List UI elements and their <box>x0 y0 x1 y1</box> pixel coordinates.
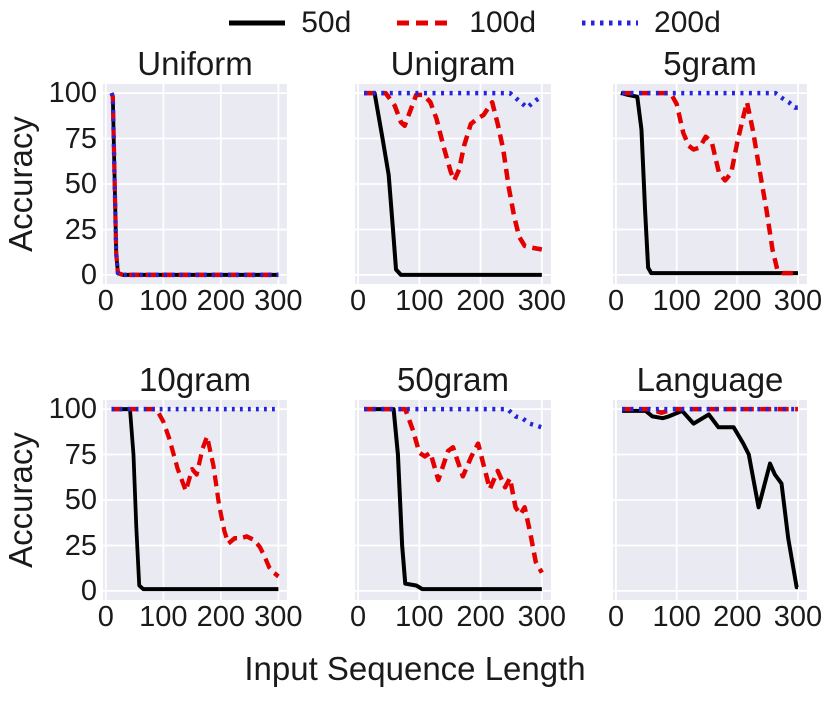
series-100d <box>109 92 279 278</box>
x-tick-label: 200 <box>713 601 762 633</box>
series-50d <box>364 91 542 277</box>
x-axis-ticks: 0 100 200 300 <box>608 284 822 318</box>
x-axis-ticks: 0 100 200 300 <box>350 284 566 318</box>
x-tick-label: 100 <box>395 601 444 633</box>
plot-area <box>613 400 807 600</box>
subplot-title: 10gram <box>139 361 251 398</box>
line-chart <box>355 400 551 600</box>
y-tick-label: 25 <box>64 213 97 246</box>
x-tick-label: 100 <box>395 285 444 317</box>
legend-item-200d: 200d <box>582 6 721 40</box>
dotted-line-icon <box>582 20 639 26</box>
y-axis-label: Accuracy <box>2 432 39 568</box>
series-200d <box>622 90 798 110</box>
x-axis-ticks: 0 100 200 300 <box>608 600 822 634</box>
x-tick-label: 200 <box>456 601 505 633</box>
x-tick-label: 100 <box>652 285 701 317</box>
line-chart <box>613 84 807 284</box>
legend-label-50d: 50d <box>301 6 352 39</box>
series-100d <box>622 90 798 276</box>
figure: 50d 100d 200d Accuracy 100 75 50 25 0 Unifor… <box>0 0 830 687</box>
series-100d <box>364 406 544 574</box>
y-tick-label: 100 <box>48 77 97 110</box>
series-100d <box>111 406 280 579</box>
y-axis-label-col-row1: Accuracy <box>0 46 42 318</box>
x-tick-label: 300 <box>254 285 303 317</box>
legend: 50d 100d 200d <box>60 0 830 46</box>
solid-line-icon <box>229 20 286 26</box>
legend-label-100d: 100d <box>469 6 537 39</box>
line-chart <box>103 400 287 600</box>
x-axis-label: Input Sequence Length <box>244 650 586 687</box>
y-tick-label: 50 <box>64 484 97 516</box>
subplot-title: 5gram <box>663 45 757 82</box>
subplot-language: Language 0 100 200 300 <box>608 361 822 634</box>
plot-area <box>103 84 287 284</box>
y-tick-label: 50 <box>64 168 97 200</box>
subplot-title: Uniform <box>137 45 253 82</box>
plot-area <box>103 400 287 600</box>
legend-label-200d: 200d <box>654 6 721 39</box>
x-tick-label: 100 <box>139 285 188 317</box>
line-chart <box>613 400 807 600</box>
x-axis-ticks: 0 100 200 300 <box>350 600 566 634</box>
y-tick-label: 0 <box>80 574 97 607</box>
x-tick-label: 100 <box>139 601 188 633</box>
series-200d <box>364 406 543 430</box>
y-tick-label: 100 <box>48 393 97 426</box>
series-100d <box>364 90 543 252</box>
subplot-title: Unigram <box>390 45 516 82</box>
x-tick-label: 300 <box>254 601 303 633</box>
plot-area <box>355 400 551 600</box>
series-50d <box>364 407 542 592</box>
x-tick-label: 200 <box>713 285 762 317</box>
x-axis-ticks: 0 100 200 300 <box>98 600 303 634</box>
line-chart <box>355 84 551 284</box>
subplot-uniform: Uniform 0 100 200 300 <box>98 45 303 318</box>
x-tick-label: 0 <box>349 601 367 633</box>
x-tick-label: 200 <box>456 285 505 317</box>
subplot-5gram: 5gram 0 100 200 300 <box>608 45 822 318</box>
subplot-row-1: Accuracy 100 75 50 25 0 Uniform 0 100 200 300 U… <box>0 46 830 318</box>
x-tick-label: 200 <box>196 285 246 317</box>
x-tick-label: 300 <box>773 601 823 633</box>
x-tick-label: 300 <box>773 285 823 317</box>
x-tick-label: 300 <box>517 601 566 633</box>
series-200d <box>364 90 544 110</box>
y-axis-ticks-row1: 100 75 50 25 0 <box>42 77 103 291</box>
series-50d <box>111 407 279 592</box>
x-tick-label: 0 <box>607 285 625 317</box>
y-tick-label: 0 <box>80 258 97 291</box>
x-tick-label: 300 <box>517 285 566 317</box>
plot-area <box>355 84 551 284</box>
subplot-50gram: 50gram 0 100 200 300 <box>350 361 566 634</box>
x-tick-label: 0 <box>349 285 367 317</box>
subplot-unigram: Unigram 0 100 200 300 <box>350 45 566 318</box>
x-tick-label: 0 <box>607 601 625 633</box>
legend-item-100d: 100d <box>397 6 536 40</box>
y-axis-ticks-row2: 100 75 50 25 0 <box>42 393 103 607</box>
subplot-row-2: Accuracy 100 75 50 25 0 10gram 0 100 200 300 50… <box>0 362 830 634</box>
subplot-title: Language <box>636 361 784 398</box>
x-tick-label: 0 <box>97 285 114 317</box>
subplot-10gram: 10gram 0 100 200 300 <box>98 361 303 634</box>
y-tick-label: 75 <box>64 438 97 471</box>
x-tick-label: 200 <box>196 601 246 633</box>
series-50d <box>622 408 799 590</box>
x-axis-ticks: 0 100 200 300 <box>98 284 303 318</box>
line-chart <box>103 84 287 284</box>
subplot-title: 50gram <box>397 361 509 398</box>
x-tick-label: 100 <box>652 601 701 633</box>
plot-area <box>613 84 807 284</box>
x-tick-label: 0 <box>97 601 114 633</box>
legend-item-50d: 50d <box>229 6 351 40</box>
y-tick-label: 25 <box>64 529 97 562</box>
dashed-line-icon <box>397 20 454 26</box>
y-axis-label: Accuracy <box>2 116 39 252</box>
y-axis-label-col-row2: Accuracy <box>0 362 42 634</box>
y-tick-label: 75 <box>64 122 97 155</box>
